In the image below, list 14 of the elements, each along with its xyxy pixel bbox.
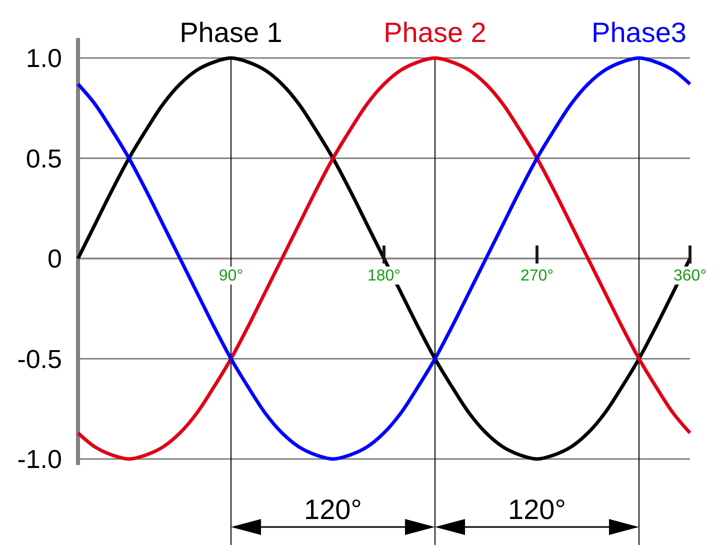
text: 120° (508, 494, 566, 525)
series-label: Phase3 (592, 17, 686, 48)
y-tick-label: 0.5 (26, 143, 62, 174)
x-tick-label: 360° (673, 268, 707, 285)
y-tick-label: 0 (48, 244, 62, 274)
y-tick-label: 1.0 (26, 43, 62, 74)
x-tick-label: 180° (367, 268, 401, 285)
text: 120° (304, 494, 362, 525)
y-tick-label: -0.5 (17, 344, 62, 374)
x-tick-label: 270° (520, 268, 554, 285)
series-label: Phase 1 (180, 17, 282, 48)
series-label: Phase 2 (384, 17, 486, 48)
y-tick-label: -1.0 (17, 444, 62, 474)
x-tick-label: 90° (218, 268, 244, 285)
